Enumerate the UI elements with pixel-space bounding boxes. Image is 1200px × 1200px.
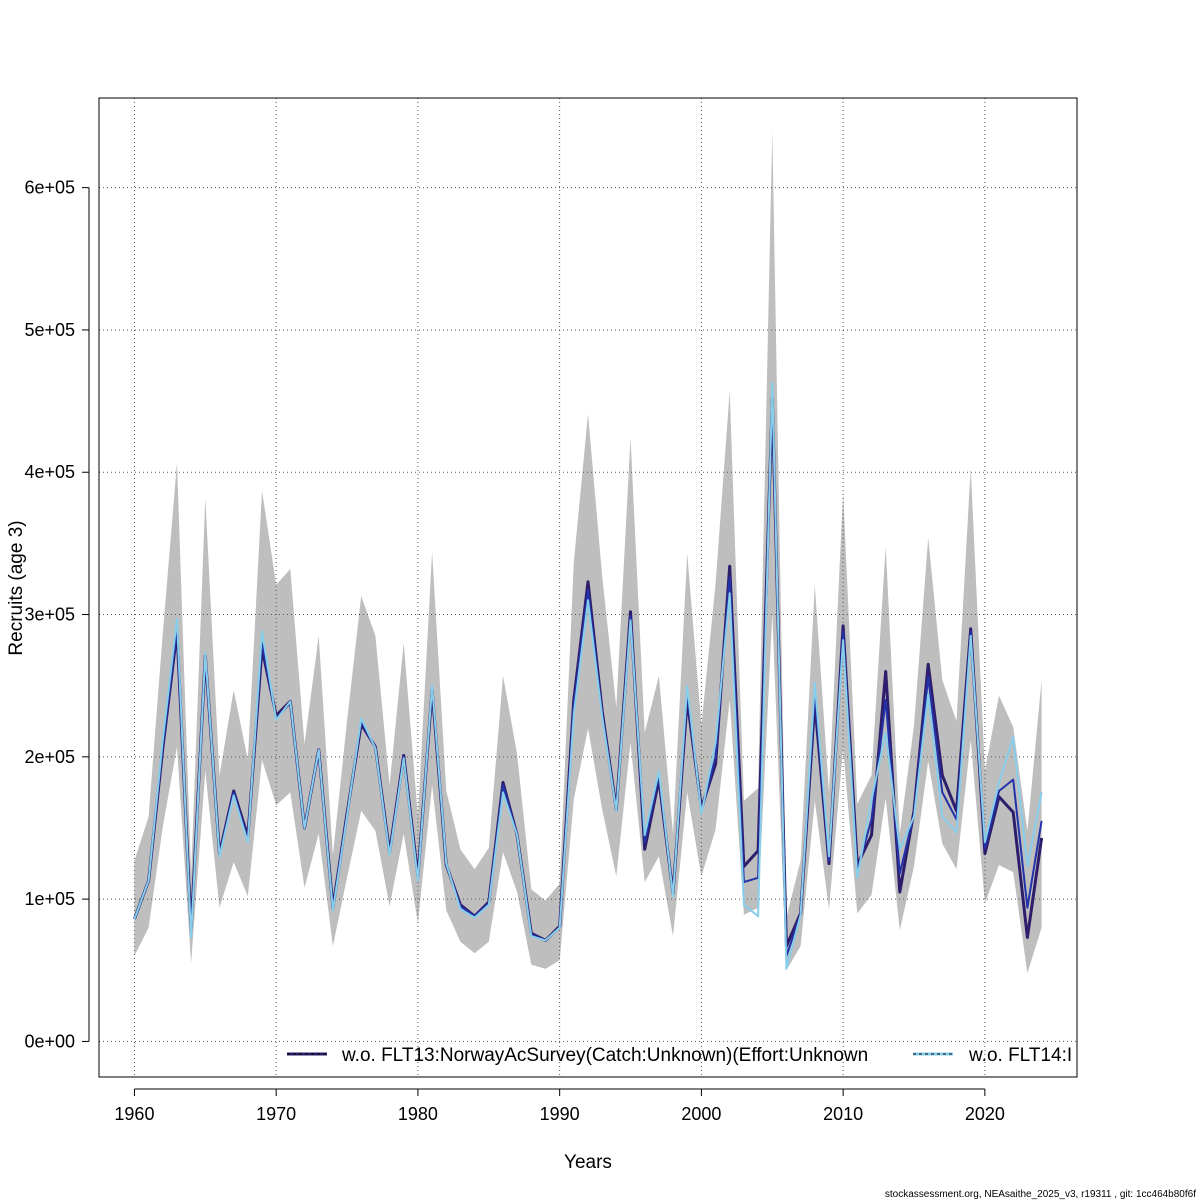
x-tick-label: 1970: [256, 1104, 296, 1124]
x-axis: 1960 1970 1980 1990 2000 2010 2020: [114, 1089, 1004, 1124]
y-tick-label: 6e+05: [24, 178, 75, 198]
y-axis-title: Recruits (age 3): [6, 520, 27, 655]
y-tick-label: 0e+00: [24, 1031, 75, 1051]
y-tick-label: 4e+05: [24, 462, 75, 482]
x-tick-label: 2020: [965, 1104, 1005, 1124]
x-axis-title: Years: [564, 1152, 612, 1173]
x-tick-label: 2000: [681, 1104, 721, 1124]
x-tick-label: 1980: [398, 1104, 438, 1124]
footer-credit: stockassessment.org, NEAsaithe_2025_v3, …: [885, 1189, 1196, 1200]
y-tick-label: 5e+05: [24, 320, 75, 340]
x-tick-label: 1960: [114, 1104, 154, 1124]
legend: w.o. FLT13:NorwayAcSurvey(Catch:Unknown)…: [287, 1045, 1072, 1066]
legend-label-series-2: w.o. FLT14:I: [968, 1045, 1072, 1066]
y-axis: 0e+00 1e+05 2e+05 3e+05 4e+05 5e+05 6e+05: [24, 178, 89, 1052]
recruitment-chart: 1960 1970 1980 1990 2000 2010 2020 0e+00 1e+05 2…: [0, 0, 1200, 1200]
y-tick-label: 3e+05: [24, 605, 75, 625]
x-tick-label: 2010: [823, 1104, 863, 1124]
legend-label-series-1: w.o. FLT13:NorwayAcSurvey(Catch:Unknown)…: [341, 1045, 868, 1066]
y-tick-label: 2e+05: [24, 747, 75, 767]
x-tick-label: 1990: [540, 1104, 580, 1124]
y-tick-label: 1e+05: [24, 889, 75, 909]
